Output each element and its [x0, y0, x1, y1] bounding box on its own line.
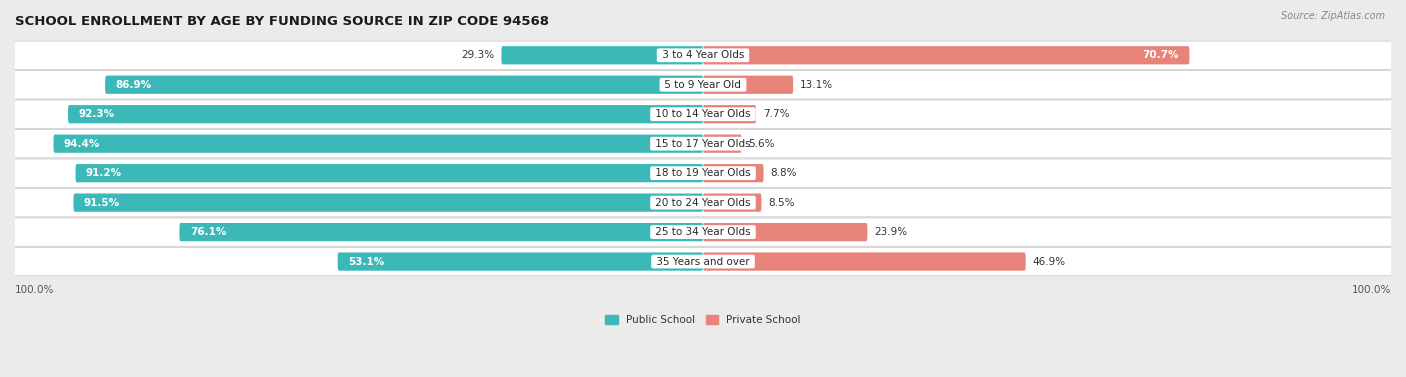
Text: 5.6%: 5.6%	[748, 139, 775, 149]
Text: 35 Years and over: 35 Years and over	[652, 257, 754, 267]
Text: 15 to 17 Year Olds: 15 to 17 Year Olds	[652, 139, 754, 149]
Text: 92.3%: 92.3%	[79, 109, 114, 119]
FancyBboxPatch shape	[8, 100, 1398, 128]
FancyBboxPatch shape	[8, 159, 1398, 187]
Text: 53.1%: 53.1%	[349, 257, 384, 267]
Text: 29.3%: 29.3%	[461, 50, 495, 60]
FancyBboxPatch shape	[8, 218, 1398, 246]
FancyBboxPatch shape	[8, 247, 1398, 276]
Text: 91.5%: 91.5%	[84, 198, 120, 208]
FancyBboxPatch shape	[67, 105, 703, 123]
Legend: Public School, Private School: Public School, Private School	[600, 311, 806, 329]
FancyBboxPatch shape	[8, 130, 1398, 158]
Text: 7.7%: 7.7%	[763, 109, 789, 119]
FancyBboxPatch shape	[703, 223, 868, 241]
Text: 46.9%: 46.9%	[1032, 257, 1066, 267]
Text: 23.9%: 23.9%	[875, 227, 907, 237]
FancyBboxPatch shape	[53, 135, 703, 153]
Text: 3 to 4 Year Olds: 3 to 4 Year Olds	[658, 50, 748, 60]
Text: 86.9%: 86.9%	[115, 80, 152, 90]
FancyBboxPatch shape	[73, 193, 703, 212]
FancyBboxPatch shape	[703, 46, 1189, 64]
FancyBboxPatch shape	[703, 193, 762, 212]
Text: 94.4%: 94.4%	[63, 139, 100, 149]
FancyBboxPatch shape	[502, 46, 703, 64]
Text: 20 to 24 Year Olds: 20 to 24 Year Olds	[652, 198, 754, 208]
Text: 13.1%: 13.1%	[800, 80, 834, 90]
FancyBboxPatch shape	[76, 164, 703, 182]
FancyBboxPatch shape	[180, 223, 703, 241]
Text: 5 to 9 Year Old: 5 to 9 Year Old	[661, 80, 745, 90]
Text: 91.2%: 91.2%	[86, 168, 122, 178]
Text: 76.1%: 76.1%	[190, 227, 226, 237]
Text: 100.0%: 100.0%	[1351, 285, 1391, 294]
Text: Source: ZipAtlas.com: Source: ZipAtlas.com	[1281, 11, 1385, 21]
Text: 8.5%: 8.5%	[768, 198, 794, 208]
FancyBboxPatch shape	[8, 188, 1398, 217]
FancyBboxPatch shape	[703, 253, 1025, 271]
Text: 10 to 14 Year Olds: 10 to 14 Year Olds	[652, 109, 754, 119]
Text: SCHOOL ENROLLMENT BY AGE BY FUNDING SOURCE IN ZIP CODE 94568: SCHOOL ENROLLMENT BY AGE BY FUNDING SOUR…	[15, 15, 548, 28]
FancyBboxPatch shape	[8, 70, 1398, 99]
Text: 100.0%: 100.0%	[15, 285, 55, 294]
Text: 70.7%: 70.7%	[1143, 50, 1180, 60]
FancyBboxPatch shape	[703, 76, 793, 94]
FancyBboxPatch shape	[105, 76, 703, 94]
FancyBboxPatch shape	[703, 164, 763, 182]
FancyBboxPatch shape	[337, 253, 703, 271]
Text: 25 to 34 Year Olds: 25 to 34 Year Olds	[652, 227, 754, 237]
Text: 8.8%: 8.8%	[770, 168, 797, 178]
FancyBboxPatch shape	[703, 135, 741, 153]
FancyBboxPatch shape	[8, 41, 1398, 69]
FancyBboxPatch shape	[703, 105, 756, 123]
Text: 18 to 19 Year Olds: 18 to 19 Year Olds	[652, 168, 754, 178]
